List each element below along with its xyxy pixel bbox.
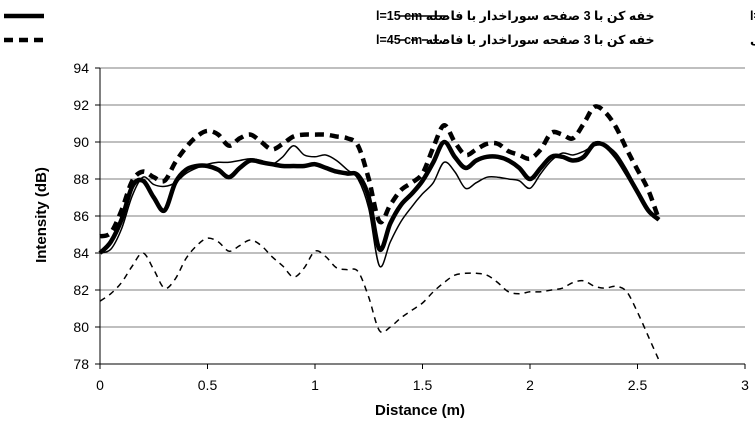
legend-label-3: خفه کن با 3 صفحه سوراخدار با فاصله l=45 … — [376, 33, 654, 47]
y-tick-label: 92 — [73, 97, 89, 113]
legend-label-2: خفه کن با 3 صفحه سوراخدار با فاصله l=30 … — [750, 9, 755, 23]
legend-label-4: خفه کن ترکیبی — [750, 33, 755, 47]
y-tick-label: 80 — [73, 319, 89, 335]
y-tick-label: 78 — [73, 356, 89, 372]
series-line-1 — [98, 139, 661, 255]
x-tick-label: 1 — [311, 377, 319, 393]
series-line-3 — [99, 104, 662, 239]
x-tick-label: 0.5 — [198, 377, 218, 393]
x-tick-label: 2.5 — [628, 377, 648, 393]
legend: خفه کن با 3 صفحه سوراخدار با فاصله l=15 … — [4, 9, 755, 47]
y-axis-title: Intensity (dB) — [33, 167, 50, 263]
series-line-2 — [99, 144, 660, 268]
legend-label-1: خفه کن با 3 صفحه سوراخدار با فاصله l=15 … — [376, 9, 654, 23]
series-line-4 — [99, 237, 660, 361]
x-tick-label: 0 — [96, 377, 104, 393]
x-tick-label: 1.5 — [413, 377, 433, 393]
axis-layer: 78 80 82 84 86 88 90 92 94 0 0.5 1 1.5 2 2.5 3 — [73, 60, 749, 393]
y-tick-label: 82 — [73, 282, 89, 298]
y-tick-label: 88 — [73, 171, 89, 187]
series-layer — [98, 104, 662, 361]
x-tick-label: 3 — [741, 377, 749, 393]
y-tick-label: 94 — [73, 60, 89, 76]
y-tick-label: 84 — [73, 245, 89, 261]
x-tick-label: 2 — [526, 377, 534, 393]
y-tick-label: 90 — [73, 134, 89, 150]
x-axis-title: Distance (m) — [375, 402, 465, 419]
y-tick-label: 86 — [73, 208, 89, 224]
grid-layer — [100, 67, 745, 328]
